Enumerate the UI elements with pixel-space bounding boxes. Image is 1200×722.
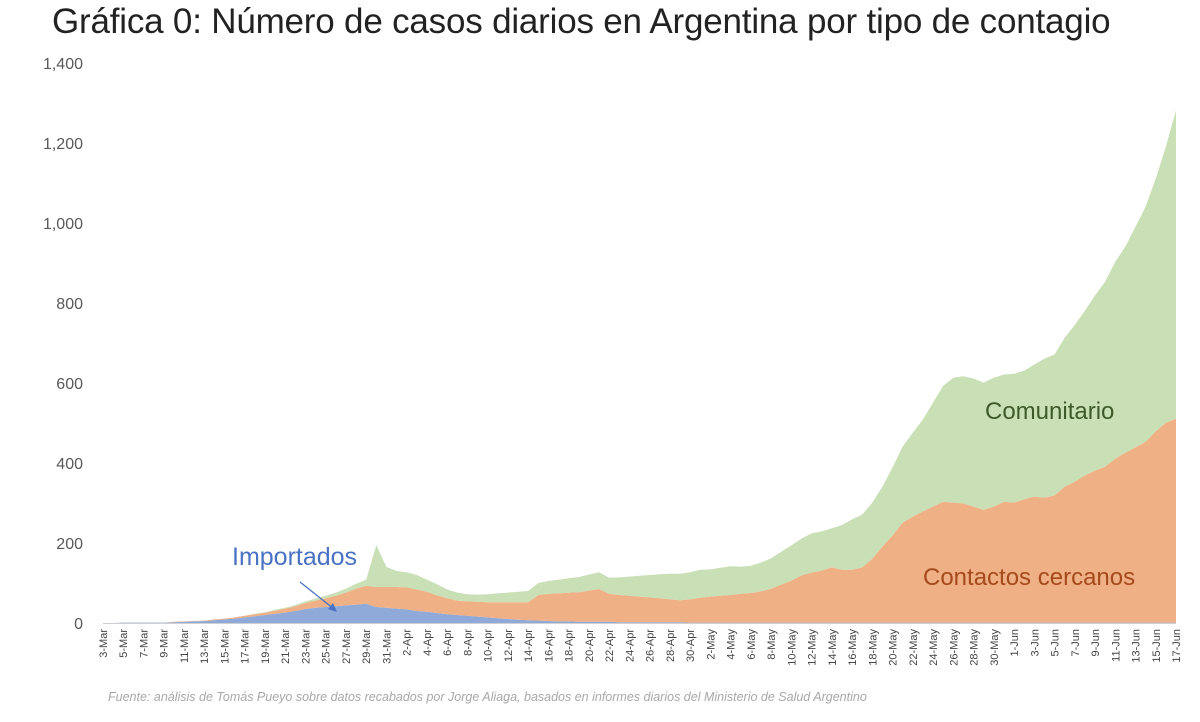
x-tick-label: 23-Mar xyxy=(300,629,312,664)
y-tick-label: 800 xyxy=(56,296,83,313)
source-note: Fuente: análisis de Tomás Pueyo sobre da… xyxy=(108,690,867,704)
x-tick-label: 6-May xyxy=(746,629,758,660)
x-tick-label: 26-Apr xyxy=(645,629,657,662)
x-tick-label: 21-Mar xyxy=(280,629,292,664)
x-tick-label: 28-Apr xyxy=(665,629,677,662)
x-tick-label: 11-Jun xyxy=(1110,629,1122,662)
x-tick-label: 15-Jun xyxy=(1151,629,1163,663)
x-tick-label: 7-Jun xyxy=(1070,629,1082,657)
y-tick-label: 0 xyxy=(74,616,83,633)
x-tick-label: 5-Mar xyxy=(118,629,130,658)
area-contactos-cercanos xyxy=(103,418,1176,623)
x-tick-label: 26-May xyxy=(948,629,960,666)
x-tick-label: 27-Mar xyxy=(341,629,353,664)
annotation-importados: Importados xyxy=(232,543,357,571)
x-tick-label: 24-May xyxy=(928,629,940,666)
x-tick-label: 10-Apr xyxy=(483,629,495,662)
x-tick-label: 19-Mar xyxy=(260,629,272,664)
x-axis: 3-Mar 5-Mar 7-Mar 9-Mar 11-Mar 13-Mar 15-Mar 17… xyxy=(98,623,1183,666)
x-tick-label: 14-May xyxy=(827,629,839,666)
x-tick-label: 22-May xyxy=(908,629,920,666)
x-tick-label: 3-Mar xyxy=(98,629,110,658)
x-tick-label: 8-Apr xyxy=(462,629,474,656)
x-tick-label: 30-May xyxy=(989,629,1001,666)
x-tick-label: 31-Mar xyxy=(381,629,393,664)
x-tick-label: 12-May xyxy=(807,629,819,666)
x-tick-label: 20-Apr xyxy=(584,629,596,662)
area-importados xyxy=(103,603,1176,623)
x-tick-label: 9-Mar xyxy=(159,629,171,658)
x-tick-label: 14-Apr xyxy=(523,629,535,662)
x-tick-label: 10-May xyxy=(786,629,798,666)
x-tick-label: 28-May xyxy=(969,629,981,666)
x-tick-label: 2-Apr xyxy=(402,629,414,656)
y-tick-label: 1,200 xyxy=(43,136,83,153)
annotation-arrow-line xyxy=(299,581,335,610)
x-tick-label: 1-Jun xyxy=(1009,629,1021,657)
x-tick-label: 13-Mar xyxy=(199,629,211,664)
chart-title: Gráfica 0: Número de casos diarios en Ar… xyxy=(52,2,1111,41)
x-tick-label: 25-Mar xyxy=(321,629,333,664)
annotation-contactos-cercanos: Contactos cercanos xyxy=(923,564,1135,591)
annotation-group: Importados Contactos cercanos Comunitario xyxy=(232,398,1135,612)
y-tick-label: 1,400 xyxy=(43,56,83,73)
x-tick-label: 5-Jun xyxy=(1050,629,1062,657)
area-comunitario xyxy=(103,110,1176,624)
x-tick-label: 6-Apr xyxy=(442,629,454,656)
x-tick-label: 16-Apr xyxy=(543,629,555,662)
x-tick-label: 15-Mar xyxy=(219,629,231,664)
annotation-comunitario: Comunitario xyxy=(985,398,1114,425)
x-tick-label: 12-Apr xyxy=(503,629,515,662)
x-tick-label: 3-Jun xyxy=(1029,629,1041,657)
x-tick-label: 16-May xyxy=(847,629,859,666)
x-tick-label: 4-May xyxy=(726,629,738,660)
x-tick-label: 8-May xyxy=(766,629,778,660)
annotation-arrow-head xyxy=(328,603,337,612)
x-tick-label: 9-Jun xyxy=(1090,629,1102,657)
x-tick-label: 2-May xyxy=(705,629,717,660)
x-tick-label: 22-Apr xyxy=(604,629,616,662)
x-tick-label: 30-Apr xyxy=(685,629,697,662)
y-tick-label: 1,000 xyxy=(43,216,83,233)
y-tick-label: 200 xyxy=(56,536,83,553)
x-tick-label: 20-May xyxy=(888,629,900,666)
x-tick-label: 13-Jun xyxy=(1131,629,1143,663)
x-tick-label: 24-Apr xyxy=(624,629,636,662)
x-tick-label: 29-Mar xyxy=(361,629,373,664)
x-tick-label: 18-May xyxy=(867,629,879,666)
x-tick-label: 7-Mar xyxy=(138,629,150,658)
x-tick-label: 17-Mar xyxy=(240,629,252,664)
y-axis: 0 200 400 600 800 1,000 1,200 1,400 xyxy=(43,56,83,633)
y-tick-label: 400 xyxy=(56,456,83,473)
x-tick-label: 4-Apr xyxy=(422,629,434,656)
y-tick-label: 600 xyxy=(56,376,83,393)
area-series-group xyxy=(103,110,1176,624)
x-tick-label: 17-Jun xyxy=(1171,629,1183,663)
x-tick-label: 11-Mar xyxy=(179,629,191,663)
x-tick-label: 18-Apr xyxy=(564,629,576,662)
